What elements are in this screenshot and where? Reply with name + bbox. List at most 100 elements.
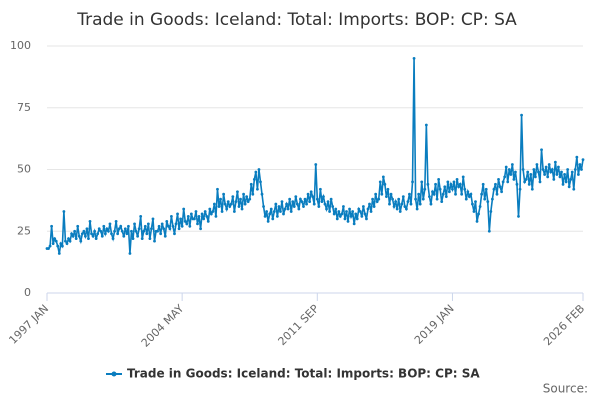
point <box>209 212 213 216</box>
point <box>342 205 345 208</box>
point <box>150 227 153 231</box>
point <box>334 207 338 211</box>
point <box>243 202 247 206</box>
y-tick-label: 0 <box>24 286 31 299</box>
point <box>162 227 166 231</box>
point <box>174 222 178 226</box>
point <box>490 197 494 201</box>
point <box>62 210 66 213</box>
point <box>47 247 50 250</box>
point <box>392 205 396 208</box>
point <box>274 202 278 206</box>
point <box>208 207 212 211</box>
point <box>383 182 387 186</box>
point <box>480 192 484 196</box>
point <box>527 182 531 186</box>
point <box>70 232 73 236</box>
point <box>312 202 316 206</box>
point <box>214 215 218 218</box>
point <box>96 232 100 236</box>
point <box>82 229 86 233</box>
point <box>57 252 61 255</box>
point <box>323 202 327 206</box>
point <box>59 242 63 246</box>
point <box>421 197 425 201</box>
point <box>428 195 431 199</box>
point <box>122 234 126 238</box>
point <box>139 215 143 218</box>
point <box>358 210 362 213</box>
point <box>159 232 163 236</box>
point <box>99 229 103 233</box>
point <box>467 195 471 199</box>
point <box>60 244 64 248</box>
point <box>153 239 156 243</box>
point <box>222 192 226 196</box>
point <box>492 187 496 191</box>
point <box>564 180 568 184</box>
point <box>119 224 123 228</box>
point <box>412 56 416 60</box>
point <box>478 205 482 208</box>
point <box>569 177 573 181</box>
point <box>578 163 582 166</box>
point <box>228 205 232 208</box>
point <box>322 195 325 199</box>
point <box>73 229 77 233</box>
point <box>329 197 333 201</box>
point <box>506 180 510 184</box>
point <box>134 229 138 233</box>
point <box>48 244 52 248</box>
point <box>418 202 422 206</box>
point <box>189 212 193 216</box>
point <box>411 180 414 184</box>
point <box>472 210 476 213</box>
point <box>331 205 335 208</box>
point <box>114 219 118 223</box>
point <box>500 190 504 194</box>
point <box>275 215 279 218</box>
point <box>440 200 444 204</box>
point <box>526 170 530 174</box>
point <box>575 155 579 159</box>
point <box>197 215 201 218</box>
point <box>280 200 284 204</box>
point <box>532 168 536 171</box>
point <box>325 207 328 211</box>
point <box>486 200 490 204</box>
point <box>229 202 233 206</box>
point <box>100 234 104 238</box>
point <box>177 227 181 231</box>
point <box>404 207 408 211</box>
point <box>391 197 394 201</box>
point <box>460 192 464 196</box>
point <box>371 197 374 201</box>
point <box>537 170 540 174</box>
point <box>443 185 447 189</box>
point <box>403 205 407 208</box>
point <box>426 182 430 186</box>
point <box>397 197 401 201</box>
point <box>444 195 448 199</box>
point <box>180 224 184 228</box>
point <box>234 200 238 204</box>
point <box>123 227 127 231</box>
point <box>125 232 129 236</box>
point <box>185 222 189 226</box>
point <box>157 224 161 228</box>
point <box>317 205 321 208</box>
point <box>202 217 206 221</box>
point <box>503 175 507 179</box>
point <box>217 205 221 208</box>
point <box>553 160 557 164</box>
point <box>225 207 229 211</box>
point <box>538 180 542 184</box>
point <box>572 187 576 191</box>
point <box>219 197 222 201</box>
point <box>337 210 341 213</box>
point <box>265 210 269 213</box>
point <box>561 182 565 186</box>
point <box>423 187 427 191</box>
point <box>372 205 376 208</box>
point <box>302 205 305 208</box>
